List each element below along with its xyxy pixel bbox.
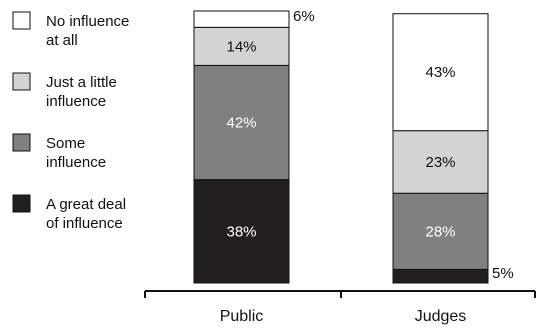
legend: No influence at all Just a little influence… [12, 11, 129, 232]
x-axis: Public Judges [144, 290, 536, 325]
data-label-judges-some-influence: 28% [425, 223, 455, 240]
bar-segment-public-no-influence-at-all [193, 10, 290, 28]
legend-swatch-some-influence [12, 133, 31, 152]
data-label-public-just-a-little-influence: 14% [226, 38, 256, 55]
data-label-judges-just-a-little-influence: 23% [425, 154, 455, 171]
bar-segment-public-a-great-deal-of-influence [193, 179, 290, 284]
legend-swatch-no-influence-at-all [12, 11, 31, 30]
legend-swatch-just-a-little-influence [12, 72, 31, 91]
bars: 38% 42% 14% 6% 5% 28% 23% 43% [193, 8, 514, 284]
bar-segment-judges-just-a-little-influence [392, 130, 489, 194]
x-tick-label-judges: Judges [415, 308, 467, 325]
legend-label-a-great-deal-of-influence: A great deal of influence [46, 196, 126, 232]
data-label-judges-a-great-deal-of-influence: 5% [492, 265, 514, 282]
bar-segment-public-some-influence [193, 64, 290, 181]
data-label-public-no-influence-at-all: 6% [293, 8, 315, 25]
legend-swatch-a-great-deal-of-influence [12, 194, 31, 213]
data-label-public-some-influence: 42% [226, 115, 256, 132]
bar-segment-judges-no-influence-at-all [392, 13, 489, 132]
data-label-judges-no-influence-at-all: 43% [425, 64, 455, 81]
data-label-public-a-great-deal-of-influence: 38% [226, 223, 256, 240]
legend-label-no-influence-at-all: No influence at all [46, 13, 129, 49]
bar-segment-judges-a-great-deal-of-influence [392, 268, 489, 284]
legend-label-some-influence: Some influence [46, 135, 106, 171]
legend-label-just-a-little-influence: Just a little influence [46, 74, 117, 110]
x-tick-label-public: Public [220, 308, 264, 325]
bar-segment-judges-some-influence [392, 192, 489, 270]
